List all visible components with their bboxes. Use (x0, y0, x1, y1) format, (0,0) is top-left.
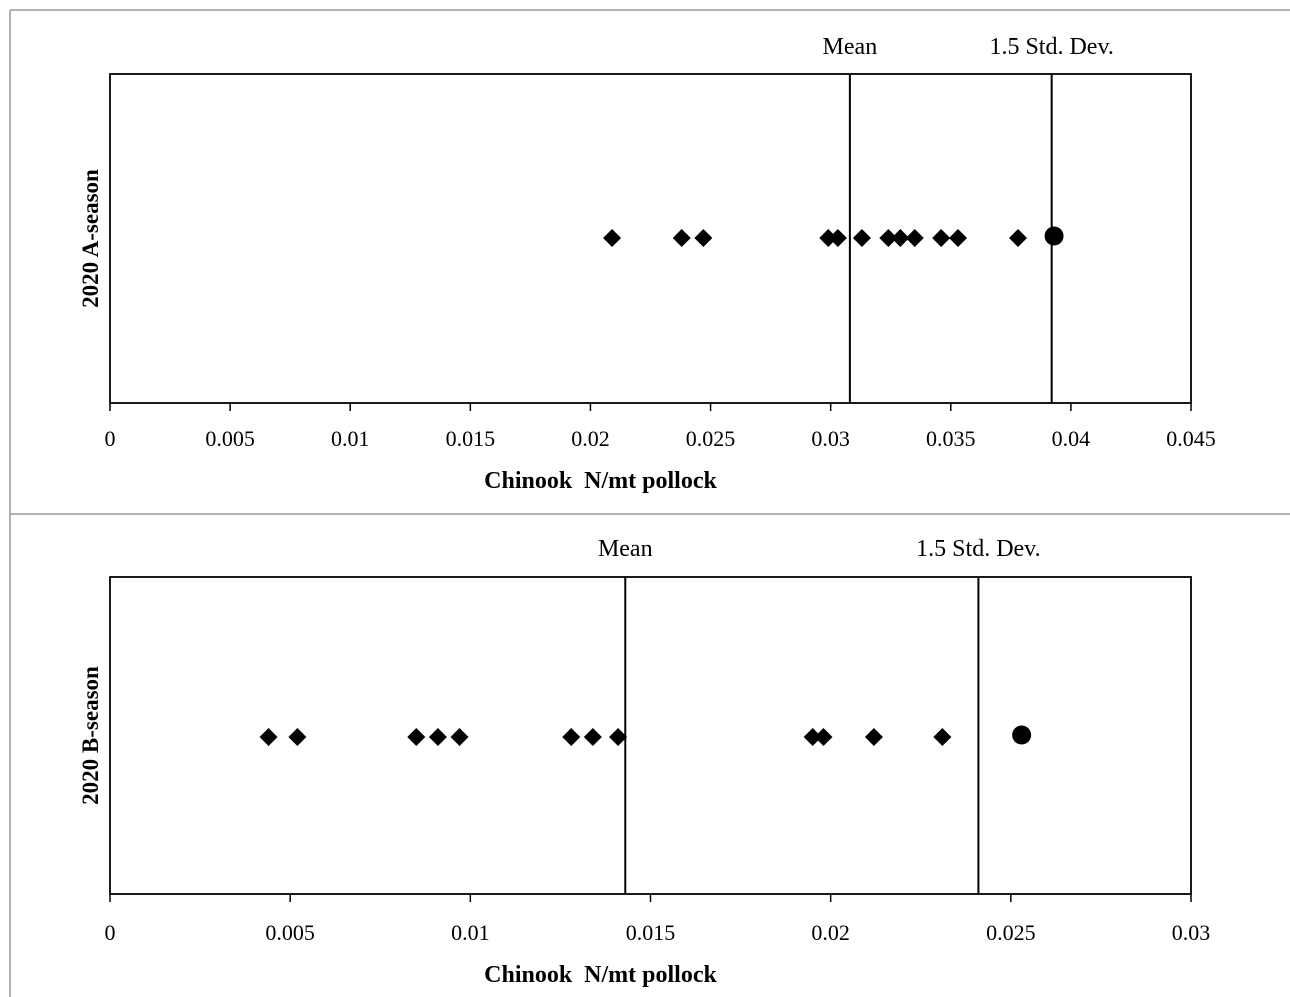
diamond-point (864, 728, 883, 746)
y-axis-label: 2020 B-season (78, 666, 103, 805)
diamond-point (932, 229, 951, 247)
x-tick-label: 0.03 (811, 426, 850, 451)
diamond-point (948, 229, 967, 247)
diamond-point (288, 728, 307, 746)
y-axis-label: 2020 A-season (78, 169, 103, 308)
plot-area (109, 73, 1192, 404)
x-tick-label: 0.015 (626, 920, 676, 945)
circle-point (1044, 226, 1064, 246)
x-tick-label: 0.03 (1172, 920, 1211, 945)
x-tick-label: 0.04 (1052, 426, 1091, 451)
x-tick-label: 0.035 (926, 426, 976, 451)
x-tick-label: 0.005 (265, 920, 315, 945)
diamond-point (609, 728, 628, 746)
x-tick-label: 0 (105, 426, 116, 451)
diamond-point (1009, 229, 1028, 247)
diamond-point (603, 229, 622, 247)
x-tick-label: 0.01 (451, 920, 490, 945)
x-tick-label: 0.025 (986, 920, 1036, 945)
diamond-point (583, 728, 602, 746)
std-dev-label: 1.5 Std. Dev. (916, 536, 1040, 562)
diamond-point (905, 229, 924, 247)
diamond-point (828, 229, 847, 247)
diamond-point (933, 728, 952, 746)
diamond-point (694, 229, 713, 247)
x-axis-label: Chinook N/mt pollock (484, 962, 717, 988)
diamond-point (819, 229, 838, 247)
x-tick-label: 0 (105, 920, 116, 945)
diamond-point (672, 229, 691, 247)
diamond-point (814, 728, 833, 746)
diamond-point (259, 728, 278, 746)
x-tick-label: 0.02 (811, 920, 850, 945)
std-dev-label: 1.5 Std. Dev. (989, 34, 1113, 60)
diamond-point (852, 229, 871, 247)
diamond-point (562, 728, 581, 746)
x-tick-label: 0.005 (205, 426, 255, 451)
x-tick-label: 0.02 (571, 426, 610, 451)
x-tick-label: 0.025 (686, 426, 736, 451)
x-tick-label: 0.01 (331, 426, 370, 451)
diamond-point (450, 728, 469, 746)
mean-label: Mean (598, 536, 653, 562)
x-tick-label: 0.015 (446, 426, 496, 451)
diamond-point (879, 229, 898, 247)
diamond-point (428, 728, 447, 746)
diamond-point (803, 728, 822, 746)
panel-b-season: 0 0.005 0.01 0.015 0.02 0.025 0.03 Chinook N/mt… (78, 536, 1210, 988)
panel-a-season: 0 0.005 0.01 0.015 0.02 0.025 0.03 0.035 0.04 0.0… (78, 34, 1216, 494)
x-tick-label: 0.045 (1166, 426, 1216, 451)
circle-point (1012, 725, 1032, 745)
diamond-point (407, 728, 426, 746)
mean-label: Mean (823, 34, 878, 60)
x-axis-label: Chinook N/mt pollock (484, 468, 717, 494)
diamond-point (891, 229, 910, 247)
